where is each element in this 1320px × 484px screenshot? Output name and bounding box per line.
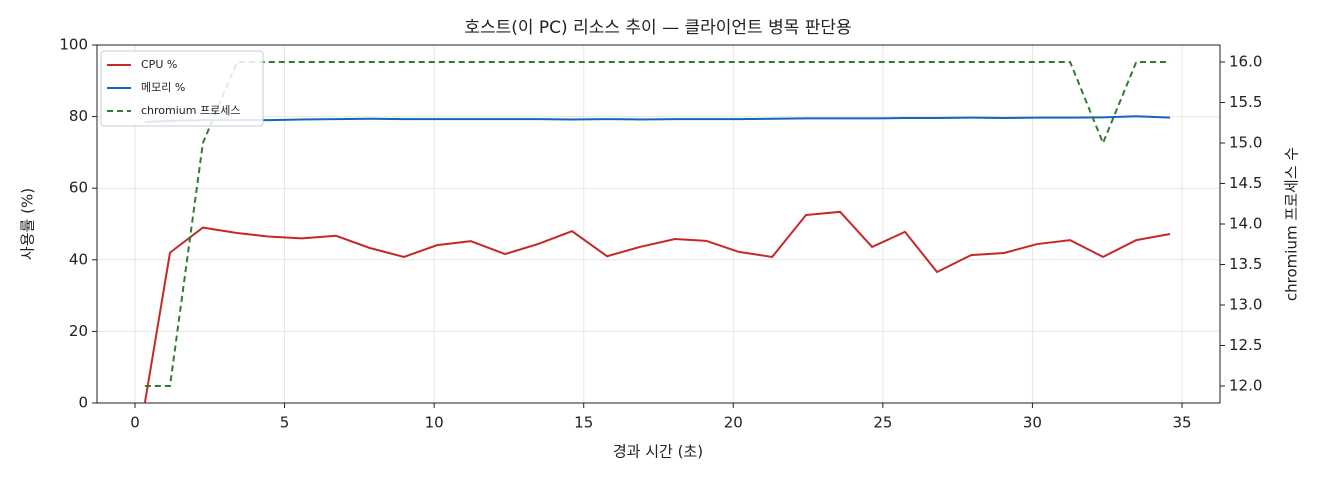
y-tick-label: 20 [69,322,88,340]
y2-tick-label: 16.0 [1229,53,1262,71]
x-tick-label: 25 [873,414,892,432]
plot-frame [96,44,1221,404]
y2-tick-label: 13.5 [1229,255,1262,273]
y-tick-label: 60 [69,179,88,197]
x-tick-label: 10 [425,414,444,432]
chart-title: 호스트(이 PC) 리소스 추이 — 클라이언트 병목 판단용 [464,18,851,38]
y-tick-label: 100 [59,36,88,54]
x-tick-label: 30 [1023,414,1042,432]
y2-tick-label: 12.5 [1229,336,1262,354]
series-line [143,210,1171,404]
series-line [144,61,1171,387]
y-tick-label: 0 [78,394,88,412]
y2-tick-label: 12.0 [1229,376,1262,394]
x-tick-label: 5 [280,414,290,432]
legend-label: CPU % [141,58,177,71]
y2-tick-label: 15.5 [1229,93,1262,111]
y2-tick-label: 14.5 [1229,174,1262,192]
y-axis-label: 사용률 (%) [19,188,37,260]
y2-tick-label: 13.0 [1229,295,1262,313]
x-tick-label: 20 [724,414,743,432]
legend-box [100,50,264,127]
series-line [144,115,1171,123]
legend-label: 메모리 % [141,81,185,94]
x-axis-label: 경과 시간 (초) [613,443,703,461]
legend: CPU % 메모리 % chromium 프로세스 [100,50,264,127]
legend-label: chromium 프로세스 [141,104,240,117]
x-tick-label: 15 [574,414,593,432]
y-tick-label: 80 [69,107,88,125]
y2-tick-label: 14.0 [1229,215,1262,233]
x-tick-label: 0 [130,414,140,432]
x-tick-label: 35 [1172,414,1191,432]
y-tick-label: 40 [69,250,88,268]
y2-tick-label: 15.0 [1229,134,1262,152]
y2-axis-label: chromium 프로세스 수 [1283,147,1301,301]
